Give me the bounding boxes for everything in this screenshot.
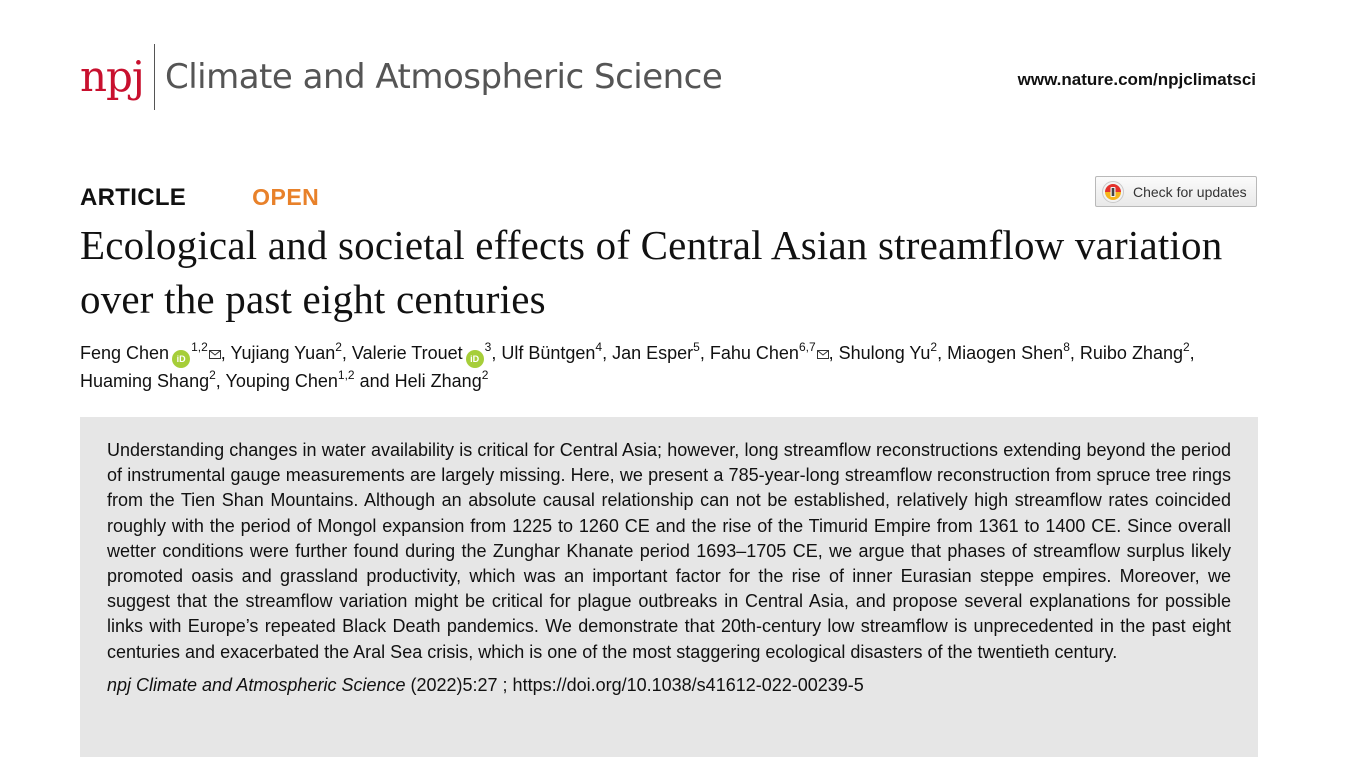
author-name: Ruibo Zhang — [1079, 343, 1183, 363]
author[interactable]: Jan Esper5 — [612, 340, 700, 363]
mail-icon[interactable] — [208, 350, 221, 359]
author[interactable]: Heli Zhang2 — [394, 368, 489, 391]
affiliation-marker[interactable]: 2 — [209, 368, 216, 382]
citation-details[interactable]: (2022)5:27 ; https://doi.org/10.1038/s41… — [405, 674, 864, 695]
check-for-updates-label: Check for updates — [1133, 183, 1247, 200]
citation-journal: npj Climate and Atmospheric Science — [107, 674, 406, 695]
author-name: Jan Esper — [612, 343, 694, 363]
logo-divider — [153, 44, 155, 110]
affiliation-marker[interactable]: 6,7 — [798, 340, 816, 354]
author[interactable]: Ulf Büntgen4 — [501, 340, 603, 363]
author[interactable]: Huaming Shang2 — [80, 368, 216, 391]
affiliation-marker[interactable]: 2 — [481, 368, 489, 382]
author-name: Shulong Yu — [838, 343, 931, 363]
check-for-updates-button[interactable]: Check for updates — [1095, 176, 1257, 207]
journal-header: npj Climate and Atmospheric Science — [80, 42, 723, 112]
author[interactable]: Feng Chen iD1,2 — [80, 340, 221, 368]
crossmark-icon — [1102, 180, 1124, 203]
abstract-text: Understanding changes in water availabil… — [107, 440, 1231, 662]
affiliation-marker[interactable]: 2 — [1182, 340, 1190, 354]
affiliation-marker[interactable]: 1,2 — [191, 340, 208, 354]
author-name: Youping Chen — [225, 371, 338, 391]
author[interactable]: Ruibo Zhang2 — [1079, 340, 1190, 363]
article-type-row: ARTICLE OPEN — [80, 184, 319, 212]
affiliation-marker[interactable]: 2 — [930, 340, 938, 354]
article-type: ARTICLE — [80, 184, 187, 211]
citation: npj Climate and Atmospheric Science (202… — [107, 675, 1231, 696]
author-name: Heli Zhang — [394, 371, 482, 391]
abstract-section: Understanding changes in water availabil… — [80, 417, 1258, 757]
author-name: Valerie Trouet — [351, 343, 463, 363]
open-access-label: OPEN — [252, 184, 320, 210]
mail-icon[interactable] — [816, 350, 829, 359]
author[interactable]: Miaogen Shen8 — [947, 340, 1070, 363]
affiliation-marker[interactable]: 3 — [484, 340, 492, 354]
npj-logo[interactable]: npj — [80, 52, 145, 101]
affiliation-marker[interactable]: 8 — [1063, 340, 1070, 354]
author[interactable]: Youping Chen1,2 — [225, 368, 355, 391]
author-name: Huaming Shang — [80, 371, 210, 391]
author-name: Miaogen Shen — [947, 343, 1064, 363]
author[interactable]: Yujiang Yuan2 — [230, 340, 342, 363]
author-name: Yujiang Yuan — [230, 343, 336, 363]
affiliation-marker[interactable]: 1,2 — [337, 368, 355, 382]
author-name: Feng Chen — [80, 343, 170, 363]
author[interactable]: Fahu Chen6,7 — [709, 340, 829, 363]
author-name: Ulf Büntgen — [501, 343, 596, 363]
orcid-icon[interactable]: iD — [465, 350, 484, 368]
affiliation-marker[interactable]: 5 — [693, 340, 700, 354]
author-list: Feng Chen iD1,2, Yujiang Yuan2, Valerie T… — [80, 340, 1195, 391]
author-name: Fahu Chen — [709, 343, 799, 363]
orcid-icon[interactable]: iD — [172, 350, 191, 368]
article-title: Ecological and societal effects of Centr… — [80, 222, 1223, 322]
affiliation-marker[interactable]: 2 — [335, 340, 342, 354]
journal-url[interactable]: www.nature.com/npjclimatsci — [1017, 70, 1256, 89]
affiliation-marker[interactable]: 4 — [595, 340, 603, 354]
author[interactable]: Shulong Yu2 — [838, 340, 938, 363]
author[interactable]: Valerie Trouet iD3 — [351, 340, 492, 368]
journal-name[interactable]: Climate and Atmospheric Science — [164, 57, 723, 97]
